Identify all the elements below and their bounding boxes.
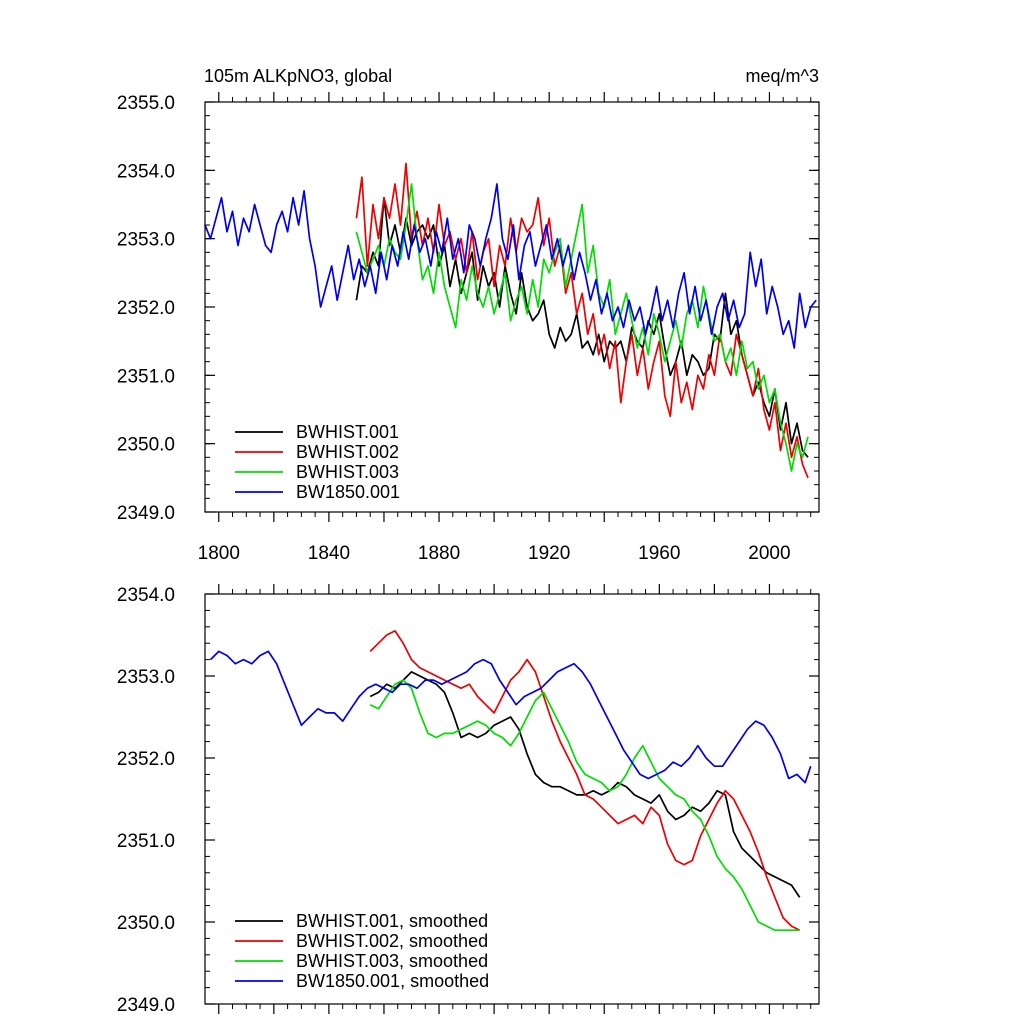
y-tick-label: 2353.0 [117, 667, 175, 688]
y-tick-label: 2354.0 [117, 161, 175, 182]
y-tick-label: 2349.0 [117, 995, 175, 1016]
top-title-right: meq/m^3 [746, 66, 819, 86]
legend-label: BW1850.001, smoothed [296, 971, 489, 991]
x-tick-label: 1920 [528, 543, 570, 564]
x-tick-label: 1880 [418, 543, 460, 564]
bottom-axes: 2349.0 2350.0 2351.0 2352.0 2353.0 2354.0 [117, 584, 819, 1016]
legend-label: BWHIST.002 [296, 442, 399, 462]
top-axes: 2349.0 2350.0 2351.0 2352.0 2353.0 2354.0 2355… [117, 92, 819, 564]
top-plot-area [204, 162, 817, 479]
bottom-panel: 2349.0 2350.0 2351.0 2352.0 2353.0 2354.0 BWH… [117, 584, 820, 1016]
y-tick-label: 2353.0 [117, 230, 175, 251]
y-tick-label: 2351.0 [117, 831, 175, 852]
series-line-bwhist-001-smoothed [369, 671, 801, 898]
y-tick-label: 2352.0 [117, 298, 175, 319]
top-plot-frame [204, 101, 820, 513]
series-line-bwhist-001 [355, 196, 809, 458]
x-tick-label: 1800 [198, 543, 240, 564]
bottom-plot-frame [204, 593, 820, 1005]
y-tick-label: 2354.0 [117, 585, 175, 606]
legend-label: BWHIST.003, smoothed [296, 951, 488, 971]
y-tick-label: 2355.0 [117, 93, 175, 114]
legend-label: BWHIST.003 [296, 462, 399, 482]
legend-label: BW1850.001 [296, 482, 400, 502]
y-tick-label: 2350.0 [117, 913, 175, 934]
y-tick-label: 2352.0 [117, 749, 175, 770]
series-line-bwhist-003 [355, 183, 809, 472]
legend-label: BWHIST.002, smoothed [296, 931, 488, 951]
y-tick-label: 2351.0 [117, 366, 175, 387]
y-tick-label: 2349.0 [117, 503, 175, 524]
x-tick-label: 1840 [308, 543, 350, 564]
series-line-bwhist-002-smoothed [369, 630, 801, 931]
y-tick-label: 2350.0 [117, 435, 175, 456]
top-title-left: 105m ALKpNO3, global [204, 66, 392, 86]
legend-label: BWHIST.001, smoothed [296, 911, 488, 931]
x-tick-label: 2000 [748, 543, 790, 564]
series-line-bw1850-001 [204, 183, 817, 349]
series-line-bwhist-002 [355, 162, 809, 479]
bottom-plot-area [209, 630, 812, 932]
series-line-bw1850-001-smoothed [209, 650, 812, 784]
series-line-bwhist-003-smoothed [369, 679, 800, 932]
legend-label: BWHIST.001 [296, 422, 399, 442]
x-tick-label: 1960 [638, 543, 680, 564]
top-panel: 105m ALKpNO3, global meq/m^3 2349.0 2350.… [117, 66, 820, 564]
